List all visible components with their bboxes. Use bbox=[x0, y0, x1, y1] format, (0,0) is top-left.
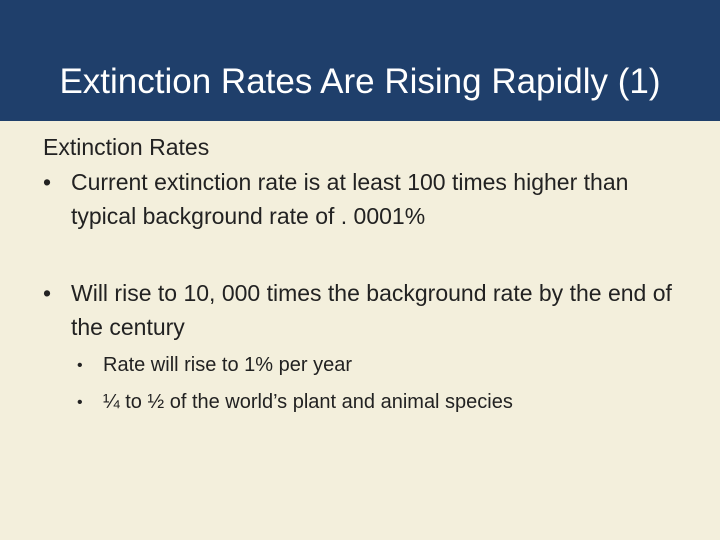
sub-bullet-item: • Rate will rise to 1% per year bbox=[43, 347, 683, 384]
bullet-item: • Will rise to 10, 000 times the backgro… bbox=[43, 276, 683, 344]
sub-bullet-dot: • bbox=[77, 394, 83, 411]
sub-bullet-text: ¼ to ½ of the world’s plant and animal s… bbox=[103, 391, 513, 413]
title-bar bbox=[0, 0, 720, 121]
slide-title: Extinction Rates Are Rising Rapidly (1) bbox=[59, 62, 661, 101]
sub-bullet-dot: • bbox=[77, 357, 83, 374]
sub-bullet-item: • ¼ to ½ of the world’s plant and animal… bbox=[43, 384, 683, 421]
section-heading: Extinction Rates bbox=[43, 134, 210, 160]
sub-bullet-text: Rate will rise to 1% per year bbox=[103, 354, 352, 376]
bullet-dot: • bbox=[43, 280, 52, 306]
bullet-dot: • bbox=[43, 169, 52, 195]
slide-body: Extinction Rates • Current extinction ra… bbox=[43, 133, 683, 421]
bullet-text: Will rise to 10, 000 times the backgroun… bbox=[71, 280, 672, 340]
bullet-item: • Current extinction rate is at least 10… bbox=[43, 165, 683, 233]
bullet-text: Current extinction rate is at least 100 … bbox=[71, 169, 629, 229]
